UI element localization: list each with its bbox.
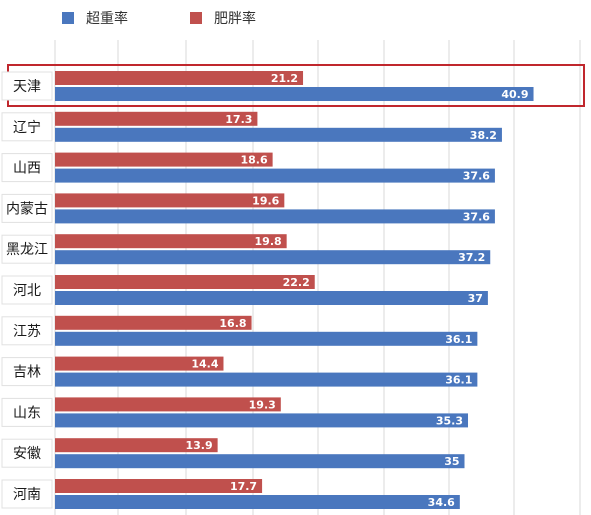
bar-obese [55,71,304,85]
data-label-obese: 16.8 [219,317,246,330]
bar-obese [55,152,273,167]
category-label-box [1,438,53,468]
category-label: 辽宁 [13,119,41,136]
category-label: 内蒙古 [6,201,48,217]
data-label-obese: 19.8 [255,235,282,248]
bar-obese [55,479,263,493]
category-label-box [1,479,53,509]
bar-obese [55,397,281,412]
data-label-obese: 19.3 [249,398,276,411]
data-label-overweight: 37 [468,292,483,305]
data-label-overweight: 35 [444,455,459,468]
data-label-obese: 17.3 [225,113,252,126]
bar-obese [55,111,258,126]
legend-label-overweight: 超重率 [86,10,128,27]
bar-overweight [55,127,502,142]
data-label-overweight: 34.6 [428,496,455,509]
category-label-box [1,316,53,346]
bar-overweight [55,291,488,305]
category-label-box [1,275,53,305]
legend-swatch-overweight [62,12,74,24]
category-label-box [1,397,53,427]
category-label: 江苏 [13,324,41,340]
data-label-obese: 14.4 [191,358,218,371]
bar-overweight [55,168,495,183]
data-label-obese: 18.6 [240,154,267,167]
bar-obese [55,193,285,208]
data-label-overweight: 35.3 [436,414,463,427]
bar-obese [55,438,218,453]
data-label-obese: 21.2 [271,72,298,85]
bar-obese [55,275,315,289]
data-label-obese: 19.6 [252,194,279,207]
category-label-box [1,357,53,387]
legend-label-obese: 肥胖率 [214,10,256,27]
data-label-obese: 13.9 [185,439,212,452]
bar-overweight [55,209,495,224]
category-label-box [1,193,53,223]
category-label: 河南 [13,487,41,503]
bar-overweight [55,250,491,265]
category-label: 河北 [13,283,41,299]
category-label-box [1,112,53,142]
category-label: 安徽 [13,446,41,462]
category-label-box [1,234,53,264]
bar-overweight [55,413,469,428]
data-label-overweight: 40.9 [501,88,528,101]
bar-overweight [55,454,465,469]
category-label-box [1,71,53,101]
bar-obese [55,356,224,371]
category-label: 山东 [13,405,41,421]
data-label-overweight: 36.1 [445,333,472,346]
bar-overweight [55,495,460,509]
bar-overweight [55,372,478,387]
category-label: 吉林 [13,365,41,381]
category-label: 天津 [13,79,41,95]
data-label-overweight: 38.2 [470,129,497,142]
data-label-overweight: 36.1 [445,374,472,387]
data-label-overweight: 37.2 [458,251,485,264]
bar-overweight [55,331,478,346]
data-label-obese: 17.7 [230,480,257,493]
category-label: 黑龙江 [6,242,48,258]
category-label: 山西 [13,161,41,177]
data-label-obese: 22.2 [283,276,310,289]
bar-obese [55,315,252,330]
bar-overweight [55,87,534,101]
category-label-box [1,153,53,183]
legend-swatch-obese [190,12,202,24]
bar-obese [55,234,287,249]
legend: 超重率 肥胖率 [62,10,256,27]
bars: 21.2 40.9 17.3 38.2 18.6 37.6 19.6 37.6 19.8 37.2… [55,71,534,509]
data-label-overweight: 37.6 [463,210,490,223]
data-label-overweight: 37.6 [463,170,490,183]
